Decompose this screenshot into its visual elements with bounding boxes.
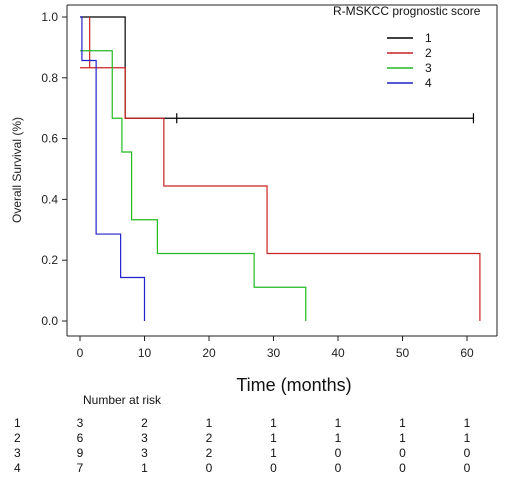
legend-label-1: 1 — [425, 31, 432, 45]
risk-count: 0 — [206, 461, 213, 475]
x-tick-label: 60 — [460, 346, 474, 360]
risk-row-label: 2 — [14, 431, 21, 445]
y-tick-label: 0.0 — [41, 314, 58, 328]
risk-count: 1 — [399, 416, 406, 430]
axes: 0.0 0.2 0.4 0.6 0.8 1.0 0 10 20 30 40 50 60 Overall S… — [10, 4, 498, 395]
x-tick-label: 10 — [138, 346, 152, 360]
risk-count: 2 — [206, 446, 213, 460]
risk-count: 1 — [141, 461, 148, 475]
x-tick-label: 0 — [77, 346, 84, 360]
y-tick-label: 0.6 — [41, 132, 58, 146]
risk-count: 0 — [399, 461, 406, 475]
risk-row-label: 3 — [14, 446, 21, 460]
x-tick-label: 50 — [396, 346, 410, 360]
risk-count: 2 — [141, 416, 148, 430]
risk-count: 0 — [335, 446, 342, 460]
risk-count: 0 — [399, 446, 406, 460]
survival-curve-2 — [80, 17, 481, 321]
x-tick-label: 40 — [331, 346, 345, 360]
risk-count: 1 — [464, 431, 471, 445]
risk-count: 1 — [464, 416, 471, 430]
risk-count: 0 — [464, 461, 471, 475]
risk-table-title: Number at risk — [83, 393, 162, 407]
risk-count: 6 — [77, 431, 84, 445]
risk-count: 7 — [77, 461, 84, 475]
legend-label-3: 3 — [425, 61, 432, 75]
risk-count: 1 — [335, 431, 342, 445]
plot-area — [80, 16, 481, 321]
risk-count: 1 — [270, 446, 277, 460]
risk-row-label: 1 — [14, 416, 21, 430]
risk-row-label: 4 — [14, 461, 21, 475]
risk-count: 0 — [464, 446, 471, 460]
survival-curve-1 — [80, 16, 474, 119]
risk-count: 2 — [206, 431, 213, 445]
risk-count: 1 — [270, 431, 277, 445]
risk-count: 0 — [270, 461, 277, 475]
y-tick-label: 0.8 — [41, 71, 58, 85]
legend-label-2: 2 — [425, 46, 432, 60]
x-tick-label: 30 — [267, 346, 281, 360]
y-tick-label: 1.0 — [41, 10, 58, 24]
y-tick-label: 0.2 — [41, 253, 58, 267]
risk-count: 3 — [77, 416, 84, 430]
risk-count: 1 — [270, 416, 277, 430]
risk-count: 3 — [141, 446, 148, 460]
survival-curve-3 — [80, 50, 307, 321]
legend-title: R-MSKCC prognostic score — [333, 4, 481, 18]
risk-count: 3 — [141, 431, 148, 445]
risk-count: 1 — [399, 431, 406, 445]
legend-label-4: 4 — [425, 76, 432, 90]
risk-count: 0 — [335, 461, 342, 475]
risk-count: 1 — [206, 416, 213, 430]
x-tick-label: 20 — [202, 346, 216, 360]
x-axis-label: Time (months) — [236, 375, 351, 395]
y-tick-label: 0.4 — [41, 192, 58, 206]
y-axis-label: Overall Survival (%) — [10, 117, 24, 223]
risk-count: 1 — [335, 416, 342, 430]
risk-count: 9 — [77, 446, 84, 460]
survival-curve-4 — [80, 16, 146, 321]
